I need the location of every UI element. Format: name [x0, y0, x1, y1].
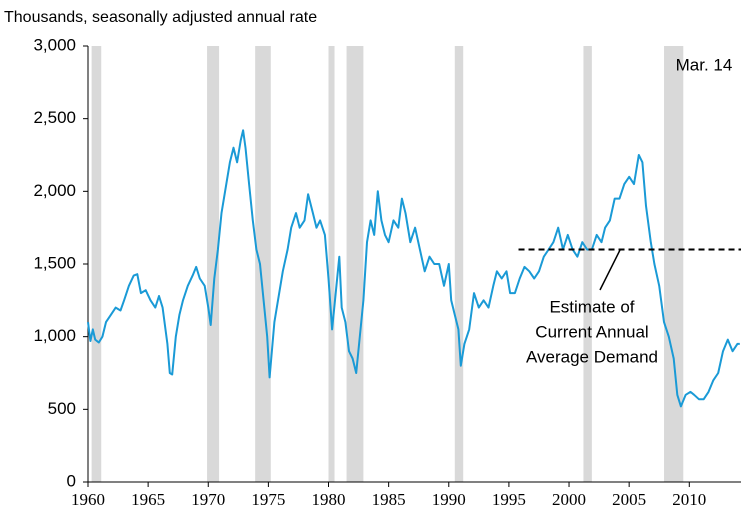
y-tick-label: 2,000 [33, 181, 76, 200]
data-line [87, 129, 740, 408]
x-tick-label: 1985 [372, 490, 406, 509]
pointer-line [599, 249, 621, 291]
x-tick-label: 1980 [312, 490, 346, 509]
plot: 0 500 1,000 1,500 2,000 2,500 3,000 1960 1965 197… [33, 35, 741, 509]
y-tick-label: 3,000 [33, 35, 76, 54]
chart-subtitle: Thousands, seasonally adjusted annual ra… [4, 9, 317, 26]
annotation: Current Annual [535, 322, 648, 341]
x-tick-label: 1960 [71, 490, 105, 509]
annotation: Estimate of [549, 297, 634, 316]
x-tick-label: 1995 [492, 490, 526, 509]
recession-bar [207, 46, 220, 482]
y-tick-label: 500 [48, 399, 76, 418]
x-tick-label: 2010 [672, 490, 706, 509]
y-tick-label: 2,500 [33, 108, 76, 127]
annotation: Average Demand [526, 347, 658, 366]
x-tick-label: 1975 [251, 490, 285, 509]
recession-bar [91, 46, 102, 482]
y-tick-label: 0 [67, 471, 76, 490]
y-tick-label: 1,500 [33, 253, 76, 272]
x-tick-label: 2000 [552, 490, 586, 509]
recessions [91, 46, 684, 482]
recession-bar [328, 46, 335, 482]
date-annotation: Mar. 14 [676, 55, 733, 74]
x-tick-label: 1970 [191, 490, 225, 509]
recession-bar [583, 46, 592, 482]
recession-bar [664, 46, 684, 482]
recession-bar [454, 46, 464, 482]
recession-bar [346, 46, 364, 482]
recession-bar [255, 46, 271, 482]
x-tick-label: 2005 [612, 490, 646, 509]
x-tick-label: 1990 [432, 490, 466, 509]
y-tick-label: 1,000 [33, 326, 76, 345]
x-tick-label: 1965 [131, 490, 165, 509]
